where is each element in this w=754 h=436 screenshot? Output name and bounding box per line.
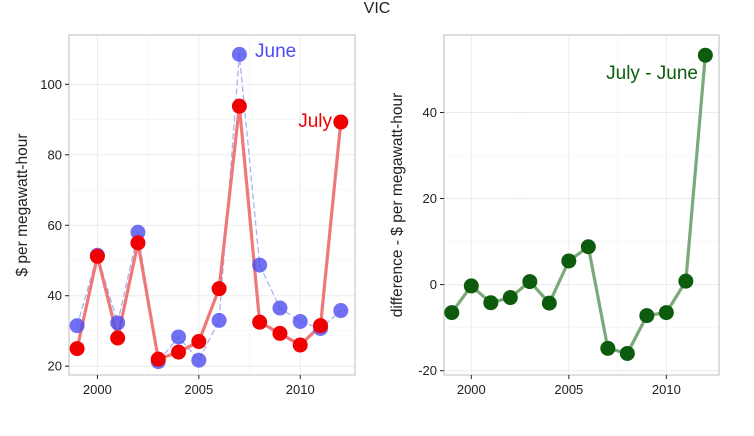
chart-panel-1: 2000 2005 2010 20 40 60 80 100 $ per megawatt-ho…	[14, 34, 356, 397]
data-point	[69, 341, 85, 357]
y-tick-label: 60	[48, 218, 62, 233]
data-point	[619, 345, 635, 361]
data-point	[658, 305, 674, 321]
data-point	[483, 295, 499, 311]
y-tick-label: 40	[423, 105, 437, 120]
data-point	[69, 318, 85, 334]
plot-border	[68, 34, 356, 376]
plot-border	[443, 34, 720, 376]
series-label: July - June	[606, 63, 698, 84]
data-point	[522, 274, 538, 290]
data-point	[678, 273, 694, 289]
data-point	[292, 337, 308, 353]
data-point	[313, 318, 329, 334]
data-point	[110, 315, 126, 331]
y-tick-label: 0	[430, 277, 437, 292]
data-point	[697, 47, 713, 63]
data-point	[252, 257, 268, 273]
data-point	[191, 352, 207, 368]
data-point	[639, 308, 655, 324]
data-point	[580, 239, 596, 255]
figure-title: VIC	[364, 0, 391, 17]
x-tick-label: 2005	[184, 382, 213, 397]
data-point	[272, 300, 288, 316]
y-tick-label: 40	[48, 288, 62, 303]
data-point	[463, 278, 479, 294]
data-point	[444, 305, 460, 321]
data-point	[211, 281, 227, 297]
data-point	[171, 329, 187, 345]
data-point	[541, 295, 557, 311]
data-point	[150, 351, 166, 367]
data-point	[211, 312, 227, 328]
x-tick-label: 2010	[652, 382, 681, 397]
y-tick-label: 100	[40, 77, 62, 92]
data-point	[89, 248, 105, 264]
data-point	[292, 313, 308, 329]
chart-panel-2: 2000 2005 2010 -20 0 20 40 difference - $ per m…	[389, 34, 720, 397]
data-point	[252, 314, 268, 330]
data-point	[333, 303, 349, 319]
x-tick-label: 2000	[83, 382, 112, 397]
data-point	[110, 330, 126, 346]
data-point	[272, 325, 288, 341]
x-tick-label: 2010	[286, 382, 315, 397]
y-tick-label: 80	[48, 147, 62, 162]
data-point	[191, 334, 207, 350]
y-axis-title: $ per megawatt-hour	[14, 133, 31, 276]
y-tick-label: 20	[48, 359, 62, 374]
plot-background	[444, 35, 719, 375]
data-point	[231, 98, 247, 114]
x-tick-label: 2000	[457, 382, 486, 397]
data-point	[231, 46, 247, 62]
y-tick-label: -20	[418, 363, 437, 378]
series-label: June	[255, 41, 296, 62]
data-point	[130, 224, 146, 240]
data-point	[130, 235, 146, 251]
data-point	[502, 290, 518, 306]
data-point	[600, 340, 616, 356]
data-point	[333, 114, 349, 130]
y-tick-label: 20	[423, 191, 437, 206]
data-point	[171, 344, 187, 360]
data-point	[561, 253, 577, 269]
series-label: July	[298, 111, 332, 132]
y-axis-title: difference - $ per megawatt-hour	[389, 93, 406, 318]
x-tick-label: 2005	[554, 382, 583, 397]
